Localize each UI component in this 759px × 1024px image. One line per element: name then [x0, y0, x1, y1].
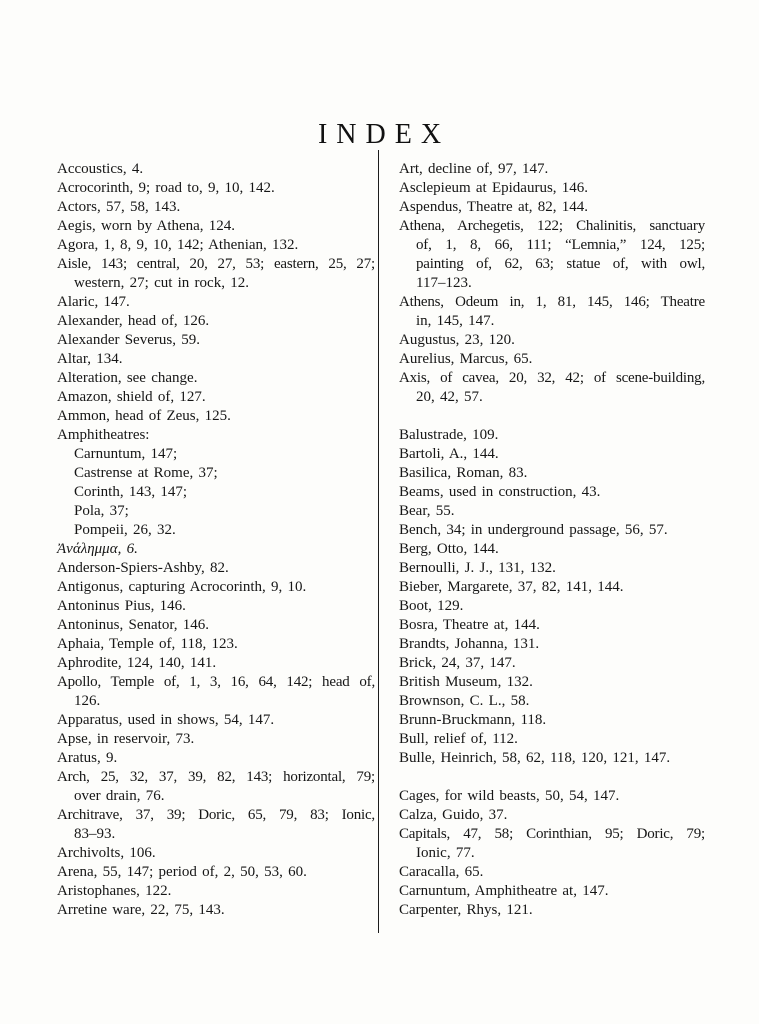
index-line: Alteration, see change.: [57, 370, 198, 386]
index-line: Arena, 55, 147; period of, 2, 50, 53, 60…: [57, 864, 307, 880]
index-line: Architrave, 37, 39; Doric, 65, 79, 83; I…: [57, 807, 375, 823]
index-line: Apse, in reservoir, 73.: [57, 731, 195, 747]
index-line: Antoninus Pius, 146.: [57, 598, 186, 614]
index-line: Bench, 34; in underground passage, 56, 5…: [399, 522, 668, 538]
index-line: Bear, 55.: [399, 503, 455, 519]
index-line: Aisle, 143; central, 20, 27, 53; eastern…: [57, 256, 375, 272]
index-line: Apollo, Temple of, 1, 3, 16, 64, 142; he…: [57, 674, 375, 690]
index-line: Asclepieum at Epidaurus, 146.: [399, 180, 589, 196]
index-line: Alexander Severus, 59.: [57, 332, 200, 348]
index-line: Augustus, 23, 120.: [399, 332, 515, 348]
index-line: Berg, Otto, 144.: [399, 541, 499, 557]
index-line: Pola, 37;: [74, 503, 129, 519]
index-line: Archivolts, 106.: [57, 845, 156, 861]
blank-line: [399, 407, 705, 426]
index-line: Carpenter, Rhys, 121.: [399, 902, 533, 918]
index-line: Carnuntum, 147;: [74, 446, 178, 462]
column-divider-rule: [378, 150, 379, 933]
index-line: Ἀνάλημμα, 6.: [57, 541, 138, 557]
index-line: Bulle, Heinrich, 58, 62, 118, 120, 121, …: [399, 750, 671, 766]
index-line: Bosra, Theatre at, 144.: [399, 617, 540, 633]
index-line: in, 145, 147.: [416, 313, 495, 329]
index-line: Aegis, worn by Athena, 124.: [57, 218, 236, 234]
index-line: Arretine ware, 22, 75, 143.: [57, 902, 225, 918]
index-line: Carnuntum, Amphitheatre at, 147.: [399, 883, 609, 899]
index-line: Amphitheatres:: [57, 427, 150, 443]
index-line: western, 27; cut in rock, 12.: [74, 275, 249, 291]
page-title: INDEX: [317, 118, 451, 150]
index-line: Agora, 1, 8, 9, 10, 142; Athenian, 132.: [57, 237, 299, 253]
index-line: Aphaia, Temple of, 118, 123.: [57, 636, 238, 652]
index-line: Anderson-Spiers-Ashby, 82.: [57, 560, 229, 576]
index-column-left: Accoustics, 4. Acrocorinth, 9; road to, 9…: [57, 160, 375, 920]
index-line: 83–93.: [74, 826, 116, 842]
index-line: 117–123.: [416, 275, 472, 291]
index-line: Aristophanes, 122.: [57, 883, 172, 899]
index-line: Bieber, Margarete, 37, 82, 141, 144.: [399, 579, 624, 595]
index-line: Brunn-Bruckmann, 118.: [399, 712, 547, 728]
index-line: Basilica, Roman, 83.: [399, 465, 528, 481]
index-line: Aurelius, Marcus, 65.: [399, 351, 533, 367]
index-line: Pompeii, 26, 32.: [74, 522, 176, 538]
index-line: Alaric, 147.: [57, 294, 130, 310]
index-column-right: Art, decline of, 97, 147. Asclepieum at E…: [399, 160, 705, 920]
index-line: Ammon, head of Zeus, 125.: [57, 408, 231, 424]
index-line: Bernoulli, J. J., 131, 132.: [399, 560, 556, 576]
index-line: Corinth, 143, 147;: [74, 484, 188, 500]
index-line: Aphrodite, 124, 140, 141.: [57, 655, 217, 671]
index-line: Athens, Odeum in, 1, 81, 145, 146; Theat…: [399, 294, 705, 310]
index-line: Calza, Guido, 37.: [399, 807, 508, 823]
index-line: Bull, relief of, 112.: [399, 731, 518, 747]
index-line: Brownson, C. L., 58.: [399, 693, 530, 709]
index-line: Athena, Archegetis, 122; Chalinitis, san…: [399, 218, 705, 234]
index-line: over drain, 76.: [74, 788, 165, 804]
index-line: Cages, for wild beasts, 50, 54, 147.: [399, 788, 620, 804]
index-line: Capitals, 47, 58; Corinthian, 95; Doric,…: [399, 826, 705, 842]
index-line: Art, decline of, 97, 147.: [399, 161, 549, 177]
index-line: Beams, used in construction, 43.: [399, 484, 601, 500]
index-line: painting of, 62, 63; statue of, with owl…: [416, 256, 705, 272]
index-line: British Museum, 132.: [399, 674, 533, 690]
index-line: Apparatus, used in shows, 54, 147.: [57, 712, 275, 728]
index-line: Aratus, 9.: [57, 750, 118, 766]
index-line: Axis, of cavea, 20, 32, 42; of scene-bui…: [399, 370, 705, 386]
index-line: Alexander, head of, 126.: [57, 313, 210, 329]
index-line: Altar, 134.: [57, 351, 123, 367]
blank-line: [399, 768, 705, 787]
index-line: Ionic, 77.: [416, 845, 475, 861]
index-line: Aspendus, Theatre at, 82, 144.: [399, 199, 589, 215]
index-line: Bartoli, A., 144.: [399, 446, 499, 462]
index-line: Accoustics, 4.: [57, 161, 144, 177]
index-line: of, 1, 8, 66, 111; “Lemnia,” 124, 125;: [416, 237, 705, 253]
index-line: Caracalla, 65.: [399, 864, 484, 880]
index-line: Antigonus, capturing Acrocorinth, 9, 10.: [57, 579, 307, 595]
index-line: Boot, 129.: [399, 598, 464, 614]
index-line: Arch, 25, 32, 37, 39, 82, 143; horizonta…: [57, 769, 375, 785]
index-line: 20, 42, 57.: [416, 389, 483, 405]
index-line: Brandts, Johanna, 131.: [399, 636, 540, 652]
index-line: Amazon, shield of, 127.: [57, 389, 206, 405]
index-line: Antoninus, Senator, 146.: [57, 617, 209, 633]
index-line: 126.: [74, 693, 101, 709]
index-line: Castrense at Rome, 37;: [74, 465, 218, 481]
index-line: Brick, 24, 37, 147.: [399, 655, 516, 671]
index-line: Balustrade, 109.: [399, 427, 499, 443]
index-line: Acrocorinth, 9; road to, 9, 10, 142.: [57, 180, 275, 196]
index-line: Actors, 57, 58, 143.: [57, 199, 181, 215]
